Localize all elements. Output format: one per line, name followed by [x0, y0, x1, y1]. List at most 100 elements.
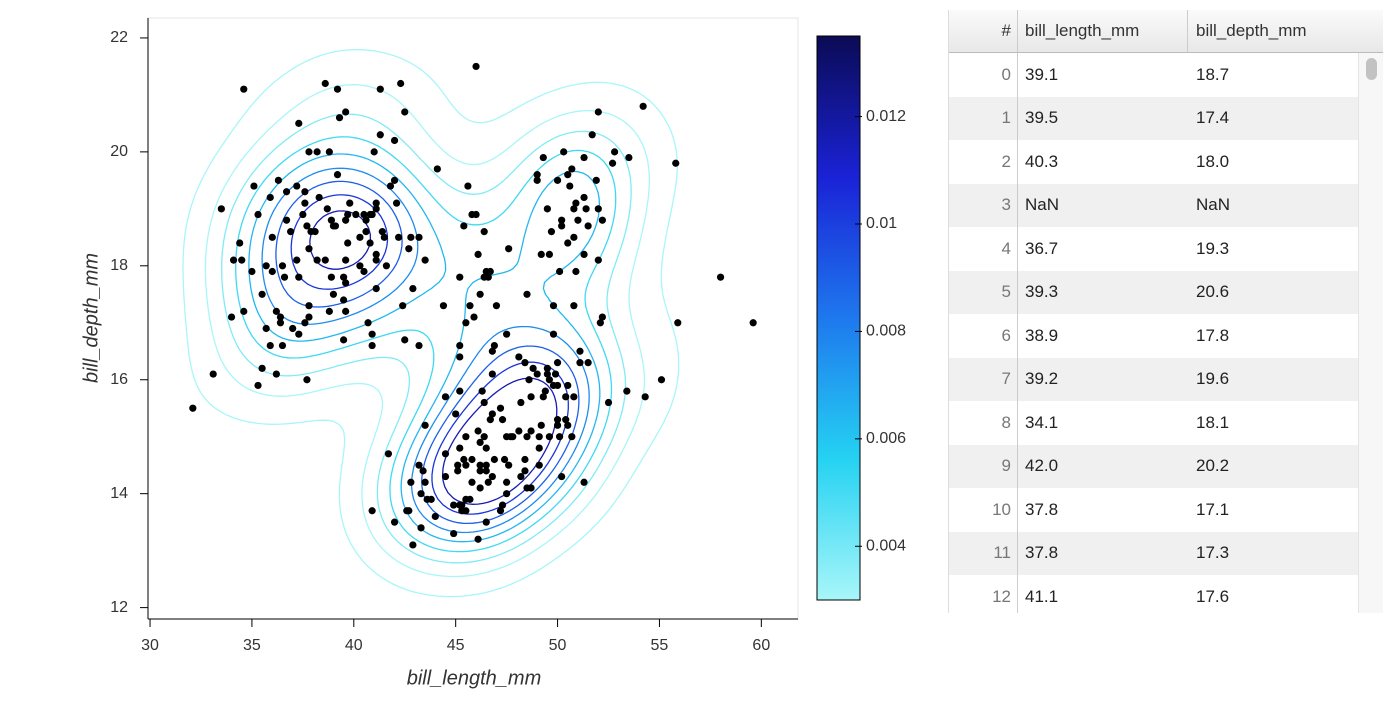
data-point: [407, 478, 415, 486]
x-tick-label: 35: [243, 637, 261, 654]
data-point: [456, 444, 464, 452]
data-point: [395, 233, 403, 241]
data-point: [392, 199, 401, 207]
data-point: [594, 205, 602, 213]
data-point: [333, 85, 342, 93]
data-point: [503, 478, 511, 486]
column-separator: [1017, 401, 1018, 445]
table-cell: 41.1: [1025, 586, 1059, 606]
data-point: [254, 210, 262, 219]
data-point: [488, 410, 496, 418]
data-point: [421, 421, 429, 429]
data-point: [523, 433, 531, 441]
data-point: [417, 524, 425, 532]
data-point: [611, 148, 619, 156]
data-point: [580, 153, 588, 162]
data-point: [564, 421, 572, 429]
data-point: [529, 364, 537, 372]
table-cell: 4: [1001, 238, 1011, 258]
data-point: [376, 85, 384, 93]
data-point: [555, 433, 564, 441]
data-point: [421, 256, 429, 264]
data-point: [596, 319, 604, 327]
data-point: [496, 404, 505, 412]
data-point: [295, 330, 303, 338]
data-point: [278, 341, 287, 350]
data-point: [498, 501, 507, 509]
data-point: [533, 176, 541, 184]
x-tick-label: 40: [345, 637, 363, 654]
table-cell: 19.3: [1196, 238, 1230, 258]
scrollbar[interactable]: [1358, 53, 1383, 613]
data-point: [527, 427, 535, 435]
data-point: [450, 529, 458, 538]
data-point: [366, 210, 374, 219]
data-point: [384, 450, 393, 458]
data-point: [333, 171, 342, 179]
data-point: [468, 455, 476, 464]
data-point: [553, 416, 562, 424]
data-point: [476, 438, 484, 447]
table-row: 7 39.2 19.6: [949, 357, 1358, 401]
data-point: [329, 222, 338, 230]
contour-layer: [182, 48, 680, 598]
data-point: [641, 393, 649, 401]
data-point: [299, 210, 307, 219]
column-separator: [1017, 531, 1018, 575]
data-point: [376, 131, 384, 139]
data-point: [327, 216, 335, 224]
data-point: [372, 250, 380, 259]
data-point: [458, 507, 466, 515]
data-point: [250, 182, 258, 190]
data-point: [368, 330, 376, 338]
data-point: [368, 341, 376, 350]
colorbar: [816, 35, 861, 601]
data-point: [588, 131, 596, 139]
data-point: [238, 256, 246, 264]
data-point: [562, 393, 570, 401]
data-point: [488, 472, 496, 481]
data-point: [558, 472, 566, 481]
data-point: [582, 205, 590, 213]
data-point: [272, 370, 280, 378]
table-cell: 1: [1001, 108, 1011, 128]
data-point: [258, 364, 266, 372]
column-separator: [1017, 53, 1018, 97]
table-cell: 40.3: [1025, 151, 1059, 171]
data-point: [749, 319, 757, 327]
scroll-thumb[interactable]: [1366, 58, 1377, 80]
data-point: [268, 267, 276, 276]
table-cell: 18.0: [1196, 151, 1230, 171]
data-point: [325, 307, 333, 315]
data-point: [342, 279, 350, 287]
data-point: [248, 267, 256, 276]
column-separator: [1017, 575, 1018, 613]
data-point: [344, 239, 352, 247]
table-cell: NaN: [1025, 195, 1060, 215]
data-point: [480, 398, 488, 407]
data-point: [535, 433, 543, 441]
data-point: [415, 341, 423, 350]
data-point: [305, 148, 313, 156]
data-point: [276, 319, 285, 327]
data-point: [321, 256, 329, 264]
data-point: [293, 182, 301, 190]
data-point: [303, 376, 311, 384]
table-cell: NaN: [1196, 195, 1231, 215]
data-point: [356, 233, 364, 241]
table-cell: 7: [1001, 369, 1011, 389]
data-point: [576, 359, 584, 367]
table-cell: 19.6: [1196, 369, 1230, 389]
data-point: [295, 273, 303, 281]
data-point: [474, 535, 482, 543]
data-point: [553, 176, 562, 184]
data-point: [476, 467, 484, 475]
data-point: [397, 79, 405, 88]
colorbar-tick-label: 0.006: [866, 430, 906, 447]
table-row: 3 NaN NaN: [949, 183, 1358, 227]
data-point: [535, 461, 543, 469]
data-point: [360, 210, 368, 219]
table-row: 8 34.1 18.1: [949, 401, 1358, 445]
data-point: [564, 239, 572, 247]
column-header: bill_depth_mm: [1196, 21, 1307, 40]
